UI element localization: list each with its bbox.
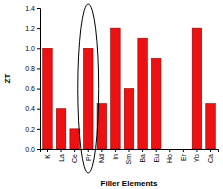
bar <box>138 38 148 149</box>
bar <box>179 149 189 150</box>
y-axis-title: ZT <box>3 74 12 84</box>
bars <box>43 28 216 149</box>
x-tick-mark <box>61 149 62 152</box>
y-tick-mark <box>37 89 40 90</box>
x-tick: Ho <box>166 149 173 163</box>
x-tick: K <box>44 149 51 159</box>
x-axis-title: Filler Elements <box>101 179 158 188</box>
y-tick-mark <box>37 68 40 69</box>
chart: 0.0 0.2 0.4 0.6 0.8 1.0 1.2 1.4 K La Ce Pr Nd In Sm Ba E… <box>0 0 223 189</box>
bar <box>206 104 216 149</box>
y-tick-label: 0.8 <box>25 65 35 72</box>
x-tick: Eu <box>153 149 160 163</box>
y-tick-mark <box>37 109 40 110</box>
x-tick-mark <box>101 149 102 152</box>
y-tick: 0.2 <box>25 126 40 133</box>
highlight-ellipse <box>78 4 99 173</box>
x-tick-mark <box>196 149 197 152</box>
x-tick-mark <box>156 149 157 152</box>
bar <box>43 48 53 149</box>
bar <box>70 129 80 149</box>
y-tick-mark <box>37 129 40 130</box>
x-tick: Sm <box>125 149 132 165</box>
x-tick: Yb <box>193 149 200 163</box>
bar <box>56 109 66 149</box>
x-tick-label: Yb <box>193 154 200 163</box>
y-tick: 0.0 <box>25 146 40 153</box>
y-tick-mark <box>37 8 40 9</box>
x-tick-mark <box>115 149 116 152</box>
y-tick: 0.6 <box>25 85 40 92</box>
bar <box>111 28 121 149</box>
x-tick: Nd <box>98 149 105 163</box>
y-tick-label: 0.4 <box>25 105 35 112</box>
y-tick: 1.4 <box>25 5 40 12</box>
y-tick: 1.0 <box>25 45 40 52</box>
y-tick: 0.8 <box>25 65 40 72</box>
y-tick-label: 1.0 <box>25 45 35 52</box>
x-tick: Ba <box>139 149 146 163</box>
x-axis-line <box>41 150 219 153</box>
x-tick: Pr <box>85 149 92 161</box>
x-tick: Ce <box>71 149 78 163</box>
x-tick-label: K <box>44 154 51 159</box>
x-tick-mark <box>142 149 143 152</box>
x-tick-mark <box>88 149 89 152</box>
x-tick-label: La <box>58 154 65 162</box>
y-tick-mark <box>37 149 40 150</box>
y-tick-label: 1.2 <box>25 25 35 32</box>
x-tick-label: Er <box>180 153 187 161</box>
y-tick-label: 1.4 <box>25 5 35 12</box>
x-tick-label: Nd <box>98 154 105 163</box>
x-tick-label: Ca <box>207 154 214 163</box>
x-tick-label: In <box>112 154 119 160</box>
x-tick-label: Pr <box>85 153 92 161</box>
x-tick-label: Eu <box>153 154 160 163</box>
x-tick-mark <box>129 149 130 152</box>
x-tick-mark <box>74 149 75 152</box>
plot: 0.0 0.2 0.4 0.6 0.8 1.0 1.2 1.4 K La Ce Pr Nd In Sm Ba E… <box>25 4 218 173</box>
x-tick-label: Sm <box>125 154 132 165</box>
y-tick-label: 0.0 <box>25 146 35 153</box>
y-tick-mark <box>37 48 40 49</box>
x-tick-mark <box>47 149 48 152</box>
y-tick-label: 0.2 <box>25 126 35 133</box>
x-tick-label: Ho <box>166 154 173 163</box>
y-tick: 1.2 <box>25 25 40 32</box>
x-tick-mark <box>169 149 170 152</box>
x-tick: Ca <box>207 149 214 163</box>
bar <box>165 149 175 150</box>
y-tick-label: 0.6 <box>25 85 35 92</box>
y-axis: 0.0 0.2 0.4 0.6 0.8 1.0 1.2 1.4 <box>25 5 40 153</box>
x-tick-mark <box>210 149 211 152</box>
x-tick-label: Ba <box>139 154 146 163</box>
x-tick-mark <box>183 149 184 152</box>
x-axis: K La Ce Pr Nd In Sm Ba Eu Ho Er Yb Ca <box>41 149 219 165</box>
x-tick: Er <box>180 149 187 161</box>
x-tick: In <box>112 149 119 160</box>
y-tick-mark <box>37 28 40 29</box>
bar <box>192 28 202 149</box>
bar <box>151 58 161 149</box>
y-axis-line <box>37 9 41 150</box>
y-tick: 0.4 <box>25 105 40 112</box>
x-tick: La <box>58 149 65 162</box>
bar <box>124 89 134 149</box>
x-tick-label: Ce <box>71 154 78 163</box>
bar <box>83 48 93 149</box>
